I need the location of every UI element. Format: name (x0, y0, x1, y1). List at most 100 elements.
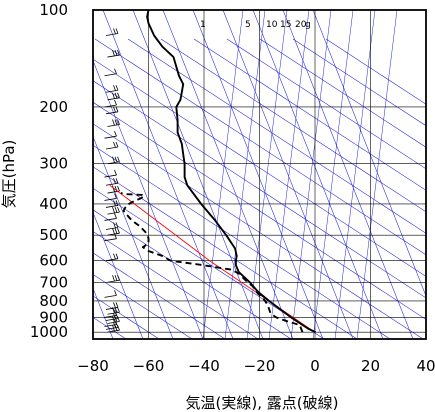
isopleth-line (93, 123, 424, 339)
mixing-ratio-label: g (305, 20, 311, 30)
wind-barb (105, 253, 119, 262)
isopleth-line (93, 188, 325, 339)
y-tick-label: 200 (39, 98, 68, 116)
isopleth-line (356, 10, 398, 339)
wind-barb (104, 169, 117, 178)
isopleth-line (259, 38, 426, 148)
wind-barb (107, 228, 120, 236)
isopleth-line (94, 38, 426, 256)
wind-barb (105, 106, 119, 115)
wind-barb (104, 193, 117, 201)
isopleth-line (93, 274, 193, 339)
wind-barb (107, 206, 120, 215)
wind-barb (105, 200, 119, 208)
wind-barb (107, 119, 120, 127)
isopleth-line (127, 38, 426, 234)
isopleth-line (290, 10, 332, 339)
isopleth-line (282, 10, 414, 339)
wind-barbs (104, 10, 120, 333)
isopleth-line (193, 38, 426, 191)
wind-barb (105, 302, 119, 310)
mixing-ratio-label: 20 (295, 20, 307, 30)
wind-barb (105, 222, 119, 230)
isopleth-line (93, 80, 426, 299)
isopleth-line (93, 211, 144, 339)
wind-barb (104, 99, 117, 108)
isopleth-line (312, 10, 426, 297)
wind-barb (104, 233, 117, 242)
profile-lines (120, 10, 317, 334)
grid-lines (92, 9, 427, 339)
isopleth-line (202, 10, 244, 339)
y-tick-label: 800 (39, 292, 68, 310)
y-tick-label: 400 (39, 195, 68, 213)
mixing-ratio-label: 5 (245, 20, 251, 30)
reference-curve (109, 184, 316, 333)
y-tick-label: 300 (39, 155, 68, 173)
wind-barb (104, 131, 117, 139)
isopleth-line (292, 38, 426, 127)
x-tick-label: 40 (416, 357, 435, 375)
dewpoint-line (120, 192, 304, 333)
y-tick-label: 600 (39, 252, 68, 270)
x-tick-label: 20 (361, 357, 380, 375)
isopleth-line (268, 10, 310, 339)
isopleth-line (93, 101, 426, 320)
isopleth-line (252, 10, 384, 339)
wind-barb (105, 141, 119, 150)
y-tick-label: 700 (39, 273, 68, 291)
isopleth-line (93, 144, 391, 339)
isopleth-line (334, 10, 376, 339)
isopleth-line (93, 58, 426, 277)
wind-barb (107, 49, 120, 58)
reference-line (109, 184, 316, 333)
isopleth-line (325, 38, 426, 105)
x-tick-label: −40 (188, 357, 220, 375)
isopleth-line (93, 59, 204, 339)
isopleth-line (246, 10, 288, 339)
isopleth-line (93, 252, 226, 339)
isopleth-line (102, 10, 234, 339)
temperature-line (146, 10, 317, 334)
isopleth-line (160, 38, 426, 213)
isopleth-line (93, 166, 358, 339)
mixing-ratio-label: 1 (200, 20, 206, 30)
y-tick-label: 500 (39, 226, 68, 244)
x-tick-label: −80 (77, 357, 109, 375)
isopleth-line (312, 10, 354, 339)
mixing-ratio-label: 15 (280, 20, 291, 30)
x-tick-label: −20 (244, 357, 276, 375)
isopleth-line (162, 10, 294, 339)
wind-barb (105, 28, 119, 36)
wind-barb (107, 185, 120, 194)
mixing-ratio-label: 10 (266, 20, 278, 30)
wind-barb (105, 178, 119, 186)
y-tick-label: 900 (39, 308, 68, 326)
isopleth-line (226, 38, 426, 170)
isopleth-line (132, 10, 264, 339)
x-axis-title: 気温(実線), 露点(破線) (186, 394, 339, 412)
isopleth-line (93, 135, 174, 339)
wind-barb (105, 85, 119, 93)
mixing-ratio-labels: 1 5 10 15 20g (200, 20, 311, 30)
wind-barb (107, 307, 120, 315)
isopleth-line (93, 231, 259, 339)
wind-barb (104, 10, 107, 11)
x-tick-label: 0 (310, 357, 320, 375)
wind-barb (107, 325, 120, 333)
isopleth-line (224, 10, 266, 339)
y-tick-label: 100 (39, 1, 68, 19)
y-tick-label: 1000 (30, 323, 68, 341)
isopleth-lines (93, 10, 426, 339)
wind-barb (104, 290, 117, 298)
isopleth-line (192, 10, 324, 339)
isopleth-line (93, 295, 160, 339)
y-axis-title: 気圧(hPa) (0, 140, 18, 209)
x-tick-labels: −80 −60 −40 −20 0 20 40 (77, 357, 435, 375)
plot-frame (92, 9, 427, 340)
isopleth-line (222, 10, 354, 339)
wind-barb (107, 275, 120, 283)
wind-barb (107, 92, 120, 101)
